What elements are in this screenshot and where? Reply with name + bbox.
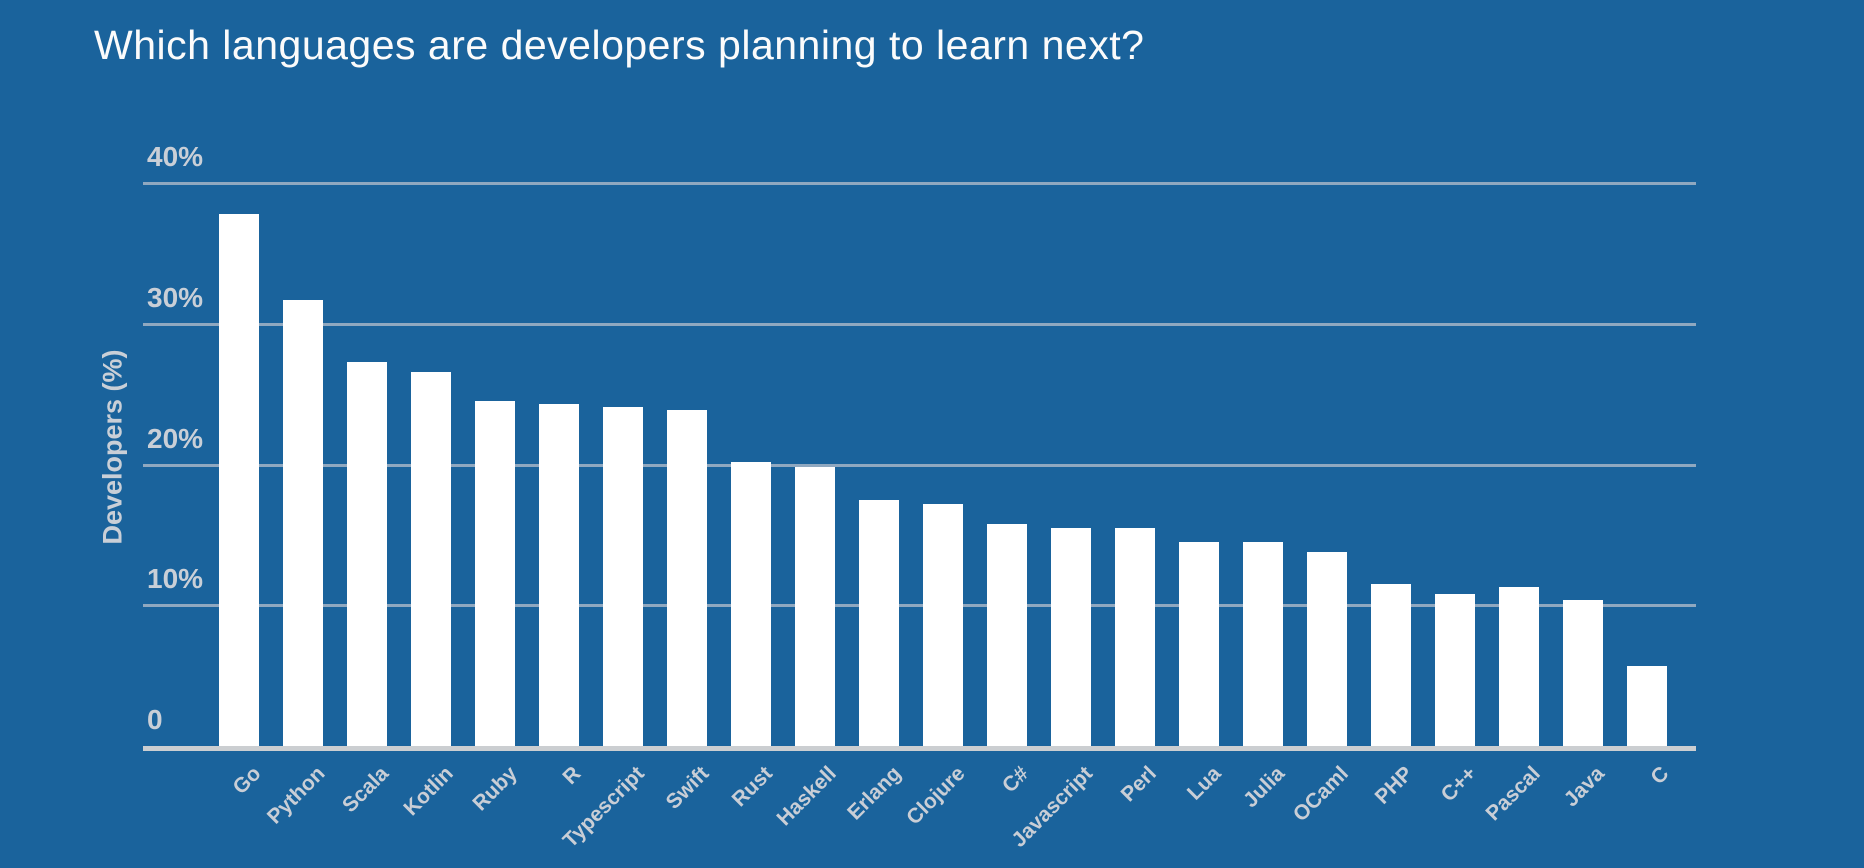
x-tick-label-text: Pascal: [1481, 762, 1546, 826]
x-tick-label-text: Lua: [1182, 762, 1226, 805]
bar: [1115, 527, 1155, 746]
x-tick-label-text: PHP: [1370, 762, 1418, 809]
x-tick-label-text: Erlang: [842, 762, 906, 825]
x-tick-label-text: Clojure: [901, 762, 970, 830]
gridline: [143, 322, 1696, 326]
x-tick-label-text: Python: [262, 762, 330, 829]
x-tick-label-text: C#: [998, 762, 1034, 798]
bar: [923, 503, 963, 746]
bar: [859, 499, 899, 746]
gridline: [143, 604, 1696, 608]
bar: [219, 213, 259, 746]
bar: [1307, 551, 1347, 746]
x-tick-label-text: Kotlin: [398, 762, 458, 821]
bar: [667, 409, 707, 746]
gridline: [143, 182, 1696, 185]
bar: [987, 523, 1027, 746]
bar: [1563, 599, 1603, 746]
x-tick-label-text: Swift: [661, 762, 714, 814]
bar: [1371, 584, 1411, 746]
bar: [1627, 665, 1667, 746]
y-tick-label: 20%: [147, 422, 204, 454]
bar: [1243, 541, 1283, 746]
y-tick-label: 40%: [147, 141, 204, 172]
y-tick-label: 10%: [147, 563, 204, 595]
x-tick-label-text: Haskell: [772, 762, 842, 831]
bar: [1051, 527, 1091, 746]
x-axis-line: [143, 746, 1696, 751]
bar: [795, 467, 835, 746]
chart-title: Which languages are developers planning …: [94, 22, 1145, 68]
bar: [347, 361, 387, 746]
bar: [1499, 586, 1539, 746]
gridline: [143, 463, 1696, 467]
x-tick-label-text: Go: [228, 762, 266, 799]
x-tick-label-text: C: [1646, 762, 1674, 789]
x-tick-label-text: Rust: [727, 762, 778, 812]
bar: [411, 371, 451, 746]
bar: [539, 403, 579, 746]
bar: [475, 401, 515, 746]
x-tick-label-text: Ruby: [467, 762, 522, 816]
bar: [283, 299, 323, 746]
y-tick-label: 30%: [147, 281, 204, 313]
x-tick-label-text: OCaml: [1289, 762, 1354, 827]
x-tick-label-text: Java: [1559, 762, 1610, 812]
bar: [731, 461, 771, 746]
x-tick-label-text: R: [558, 762, 586, 789]
bar: [1435, 593, 1475, 746]
plot-area: 40% 30% 20% 10% 0 Go Python Scala Kotlin Ruby R Typ…: [143, 141, 1696, 852]
y-axis-title: Developers (%): [97, 349, 128, 545]
x-tick-label-text: C++: [1436, 762, 1482, 807]
x-tick-label-text: Scala: [338, 762, 394, 818]
bar: [1179, 541, 1219, 746]
x-tick-label-text: Perl: [1116, 762, 1162, 807]
x-tick-label-text: Julia: [1239, 762, 1290, 813]
bar: [603, 406, 643, 746]
y-tick-label: 0: [147, 704, 163, 735]
